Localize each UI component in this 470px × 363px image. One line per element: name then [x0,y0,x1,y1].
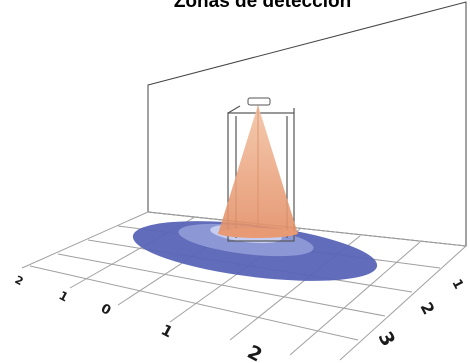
left-tick-2: 1 [57,288,71,304]
left-tick-3: 0 [98,301,113,318]
sensor-unit [247,97,271,106]
beam-footprint [218,228,298,238]
diagram-title: Zonas de detección [173,0,352,12]
right-tick-3: 3 [374,328,400,350]
left-tick-4: 1 [158,321,176,342]
left-tick-1: 2 [13,273,26,288]
back-wall [147,1,467,247]
right-tick-1: 1 [448,277,465,292]
right-tick-2: 2 [416,299,438,318]
left-tick-5: 2 [244,341,266,363]
